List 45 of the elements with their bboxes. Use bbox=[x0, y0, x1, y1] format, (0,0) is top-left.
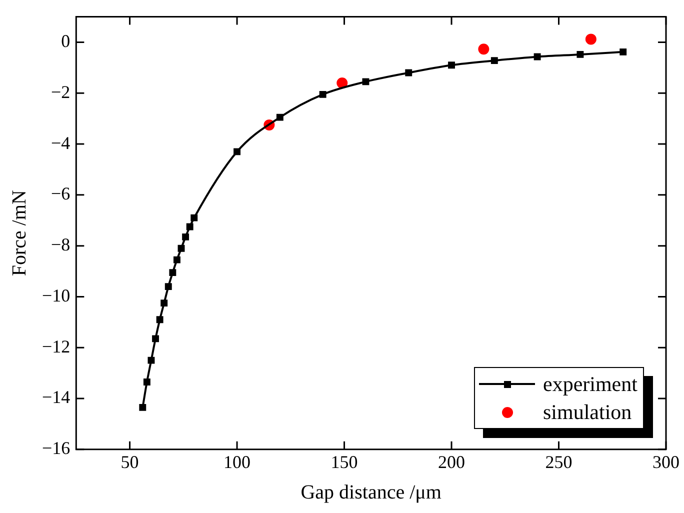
y-tick-label: −2 bbox=[50, 82, 70, 102]
x-tick-label: 50 bbox=[120, 452, 139, 472]
point bbox=[190, 214, 198, 222]
point bbox=[448, 62, 455, 69]
point bbox=[336, 77, 348, 88]
x-tick-label: 250 bbox=[545, 452, 572, 472]
point bbox=[139, 404, 146, 411]
point bbox=[186, 223, 194, 230]
point bbox=[143, 378, 150, 386]
x-tick-label: 200 bbox=[438, 452, 466, 472]
x-tick-label: 100 bbox=[224, 452, 251, 472]
y-tick-label: −10 bbox=[42, 285, 70, 306]
y-tick-label: −16 bbox=[42, 438, 70, 458]
point bbox=[276, 114, 284, 121]
point bbox=[178, 244, 185, 252]
point bbox=[585, 34, 596, 45]
point bbox=[156, 316, 164, 324]
legend-label: simulation bbox=[543, 399, 632, 426]
y-tick-label: −12 bbox=[42, 336, 70, 356]
point bbox=[148, 356, 155, 364]
point bbox=[490, 57, 498, 64]
point bbox=[152, 335, 159, 342]
point bbox=[478, 44, 490, 55]
y-tick-label: −4 bbox=[50, 132, 70, 153]
point bbox=[576, 50, 584, 58]
x-tick-label: 300 bbox=[652, 452, 680, 472]
y-tick-label: −6 bbox=[50, 184, 70, 204]
y-tick-label: −14 bbox=[42, 387, 70, 408]
y-tick-label: −8 bbox=[50, 234, 70, 255]
point bbox=[620, 48, 627, 56]
y-tick-label: 0 bbox=[61, 30, 70, 51]
point bbox=[160, 300, 168, 307]
point bbox=[319, 90, 326, 98]
point bbox=[182, 233, 190, 240]
legend-label: experiment bbox=[543, 371, 638, 398]
point bbox=[169, 269, 176, 276]
point bbox=[164, 283, 172, 290]
point bbox=[173, 256, 180, 264]
x-axis-title: Gap distance /μm bbox=[300, 481, 442, 504]
point bbox=[234, 148, 240, 156]
point bbox=[534, 53, 541, 60]
y-axis-title: Force /mN bbox=[8, 190, 30, 276]
x-tick-label: 150 bbox=[330, 452, 358, 472]
point bbox=[362, 78, 370, 86]
point bbox=[405, 69, 412, 76]
